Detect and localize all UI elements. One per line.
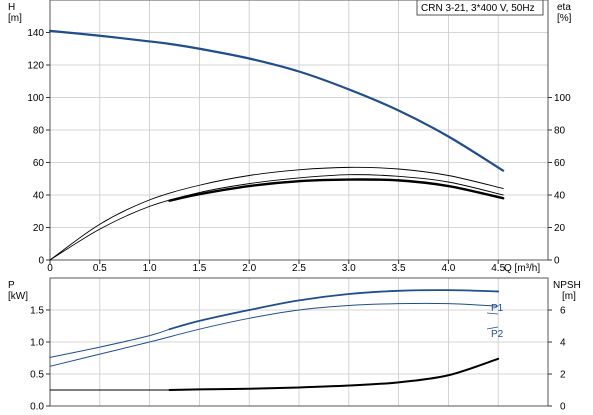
top-left-axis-unit: [m]: [8, 13, 22, 24]
p2-tag-leader: [486, 326, 499, 330]
bottom-right-axis-unit: [m]: [562, 291, 576, 302]
y-tick-label-80: 80: [33, 126, 45, 137]
y-tick-label-60: 60: [33, 158, 45, 169]
y-tick-label-120: 120: [27, 61, 44, 72]
x-tick-label-2-5: 2.5: [292, 263, 306, 274]
series-line-p2: [49, 302, 499, 367]
series-line-h: [48, 29, 505, 172]
x-tick-label-0-5: 0.5: [93, 263, 107, 274]
npsh-tick-label-2: 2: [560, 370, 566, 381]
eta-tick-label-60: 60: [554, 158, 566, 169]
pump-model-badge: CRN 3-21, 3*400 V, 50Hz: [421, 3, 535, 14]
top-right-tick-labels: 0 20 40 60 80 100: [548, 93, 571, 267]
top-grid: [50, 0, 548, 260]
eta-tick-label-40: 40: [554, 191, 566, 202]
x-tick-label-4-0: 4.0: [441, 263, 455, 274]
p1-tag-leader: [486, 312, 499, 315]
series-line-p1: [168, 289, 500, 331]
p-tick-label-0-5: 0.5: [30, 370, 44, 381]
bottom-left-axis-symbol: P: [8, 280, 15, 291]
bottom-right-axis-symbol: NPSH: [553, 280, 581, 291]
p-tick-label-0-0: 0.0: [30, 402, 44, 413]
series-tag-p1: P1: [491, 303, 504, 314]
x-tick-label-1-5: 1.5: [192, 263, 206, 274]
bottom-right-tick-labels: 0 2 4 6: [548, 306, 566, 413]
x-axis-label: Q [m³/h]: [504, 263, 540, 274]
x-tick-label-3-5: 3.5: [392, 263, 406, 274]
series-line-eta-thin-upper: [49, 166, 504, 261]
eta-tick-label-20: 20: [554, 223, 566, 234]
top-right-axis-symbol: eta: [557, 2, 571, 13]
x-tick-label-1-0: 1.0: [143, 263, 157, 274]
bottom-series: [49, 289, 500, 391]
y-tick-label-140: 140: [27, 28, 44, 39]
bottom-left-axis-unit: [kW]: [8, 291, 28, 302]
bottom-left-tick-labels: 0.0 0.5 1.0 1.5: [30, 306, 50, 413]
bottom-panel: P [kW] NPSH [m] 0.0 0.5 1.0 1.5 0 2 4 6 P1 P2: [8, 277, 581, 413]
npsh-tick-label-4: 4: [560, 338, 566, 349]
top-series: [48, 29, 505, 261]
pump-model-badge-box: [416, 0, 544, 16]
top-left-tick-labels: 0 20 40 60 80 100 120 140: [27, 28, 50, 267]
y-tick-label-100: 100: [27, 93, 44, 104]
eta-tick-label-80: 80: [554, 126, 566, 137]
p-tick-label-1-5: 1.5: [30, 306, 44, 317]
eta-tick-label-100: 100: [554, 93, 571, 104]
top-right-axis-unit: [%]: [557, 13, 572, 24]
x-tick-labels: 0 0.5 1.0 1.5 2.0 2.5 3.0 3.5 4.0 4.5: [47, 260, 506, 274]
eta-tick-label-0: 0: [554, 256, 560, 267]
top-left-axis-symbol: H: [8, 2, 15, 13]
series-line-p1-thin: [49, 328, 170, 358]
y-tick-label-20: 20: [33, 223, 45, 234]
top-panel: CRN 3-21, 3*400 V, 50Hz H [m] eta [%] Q …: [8, 0, 572, 274]
y-tick-label-40: 40: [33, 191, 45, 202]
series-tag-p2: P2: [491, 329, 504, 340]
x-tick-label-4-5: 4.5: [491, 263, 505, 274]
npsh-tick-label-6: 6: [560, 306, 566, 317]
series-line-eta-thick: [168, 178, 505, 202]
x-tick-label-3-0: 3.0: [342, 263, 356, 274]
y-tick-label-0: 0: [38, 256, 44, 267]
npsh-tick-label-0: 0: [560, 402, 566, 413]
p-tick-label-1-0: 1.0: [30, 338, 44, 349]
x-tick-label-0: 0: [47, 263, 53, 274]
series-line-eta-thin-lower: [49, 174, 504, 261]
series-line-npsh: [168, 357, 500, 391]
x-tick-label-2-0: 2.0: [242, 263, 256, 274]
